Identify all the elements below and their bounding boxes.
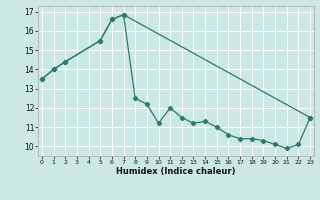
X-axis label: Humidex (Indice chaleur): Humidex (Indice chaleur) — [116, 167, 236, 176]
